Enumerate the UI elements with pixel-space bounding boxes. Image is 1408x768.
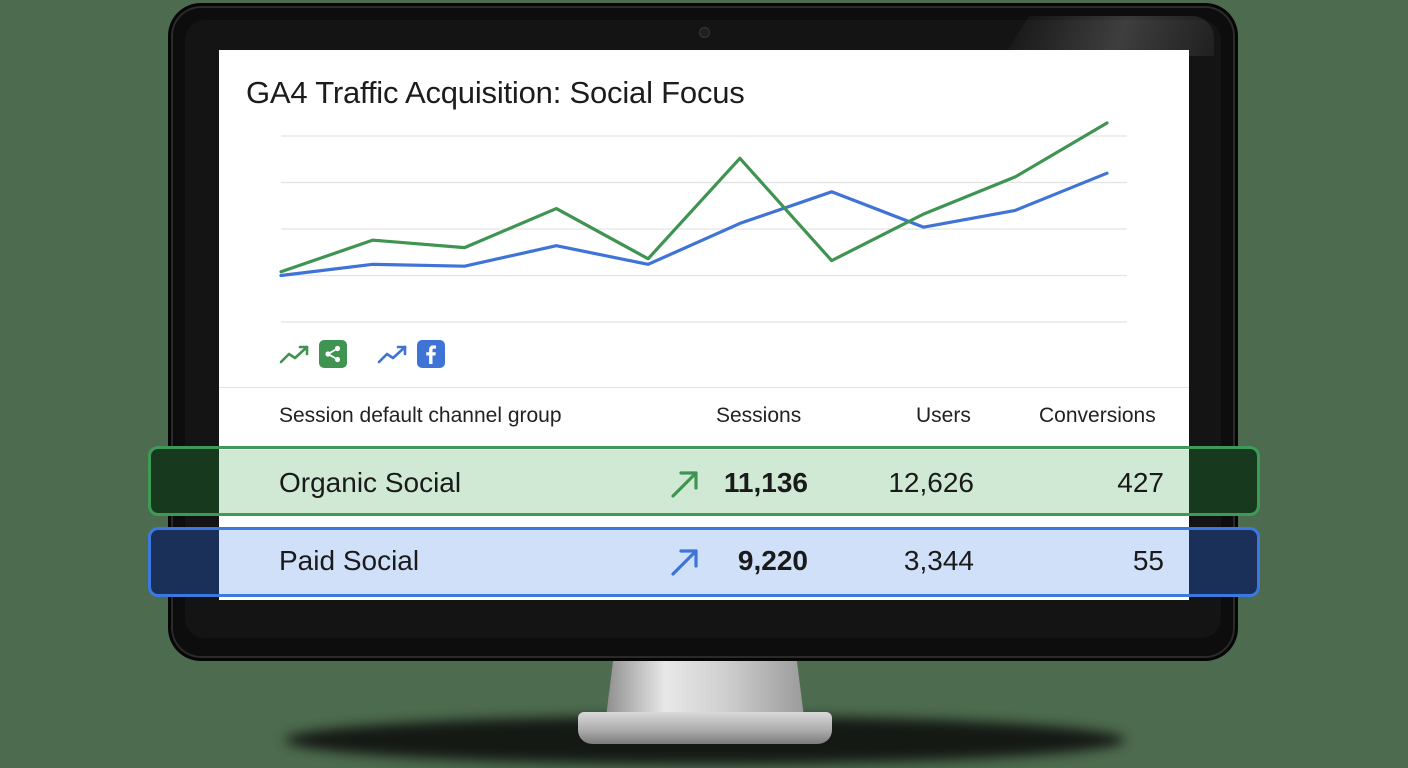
table-row-paid-social[interactable]: Paid Social 9,220 3,344 55 xyxy=(219,528,1189,594)
row-users-value: 3,344 xyxy=(903,545,974,576)
row-conversions-value: 55 xyxy=(1132,545,1164,576)
monitor-stand-base xyxy=(578,712,832,744)
screen-glare xyxy=(1004,16,1214,56)
column-header-channel[interactable]: Session default channel group xyxy=(279,404,562,427)
page-title: GA4 Traffic Acquisition: Social Focus xyxy=(246,75,745,110)
legend-item-organic[interactable] xyxy=(279,340,347,368)
row-channel-label: Paid Social xyxy=(279,545,420,576)
trend-up-icon xyxy=(377,345,407,364)
highlight-extension-right-organic xyxy=(1189,449,1257,513)
facebook-icon xyxy=(417,340,445,368)
column-header-users[interactable]: Users xyxy=(916,404,971,427)
legend-item-paid[interactable] xyxy=(377,340,445,368)
series-line-paid-social xyxy=(279,171,1109,278)
row-conversions-value: 427 xyxy=(1117,467,1164,498)
highlight-extension-right-paid xyxy=(1189,530,1257,594)
section-divider xyxy=(219,387,1189,388)
row-sessions-value: 9,220 xyxy=(737,545,808,576)
line-chart xyxy=(279,121,1127,323)
camera-icon xyxy=(699,27,710,38)
highlight-box-organic-social xyxy=(148,446,1260,516)
row-users-value: 12,626 xyxy=(888,467,974,498)
highlight-extension-left-organic xyxy=(151,449,219,513)
highlight-box-paid-social xyxy=(148,527,1260,597)
row-sessions-value: 11,136 xyxy=(723,467,808,498)
trend-up-icon xyxy=(279,345,309,364)
arrow-up-right-icon xyxy=(671,549,698,576)
series-line-organic-social xyxy=(279,121,1109,274)
highlight-extension-left-paid xyxy=(151,530,219,594)
analytics-screen: GA4 Traffic Acquisition: Social Focus xyxy=(219,50,1189,600)
column-header-conversions[interactable]: Conversions xyxy=(1039,404,1156,427)
table-row-organic-social[interactable]: Organic Social 11,136 12,626 427 xyxy=(219,450,1189,516)
column-header-sessions[interactable]: Sessions xyxy=(716,404,802,427)
arrow-up-right-icon xyxy=(671,471,698,498)
row-channel-label: Organic Social xyxy=(279,467,462,498)
chart-legend xyxy=(279,340,467,368)
share-icon xyxy=(319,340,347,368)
